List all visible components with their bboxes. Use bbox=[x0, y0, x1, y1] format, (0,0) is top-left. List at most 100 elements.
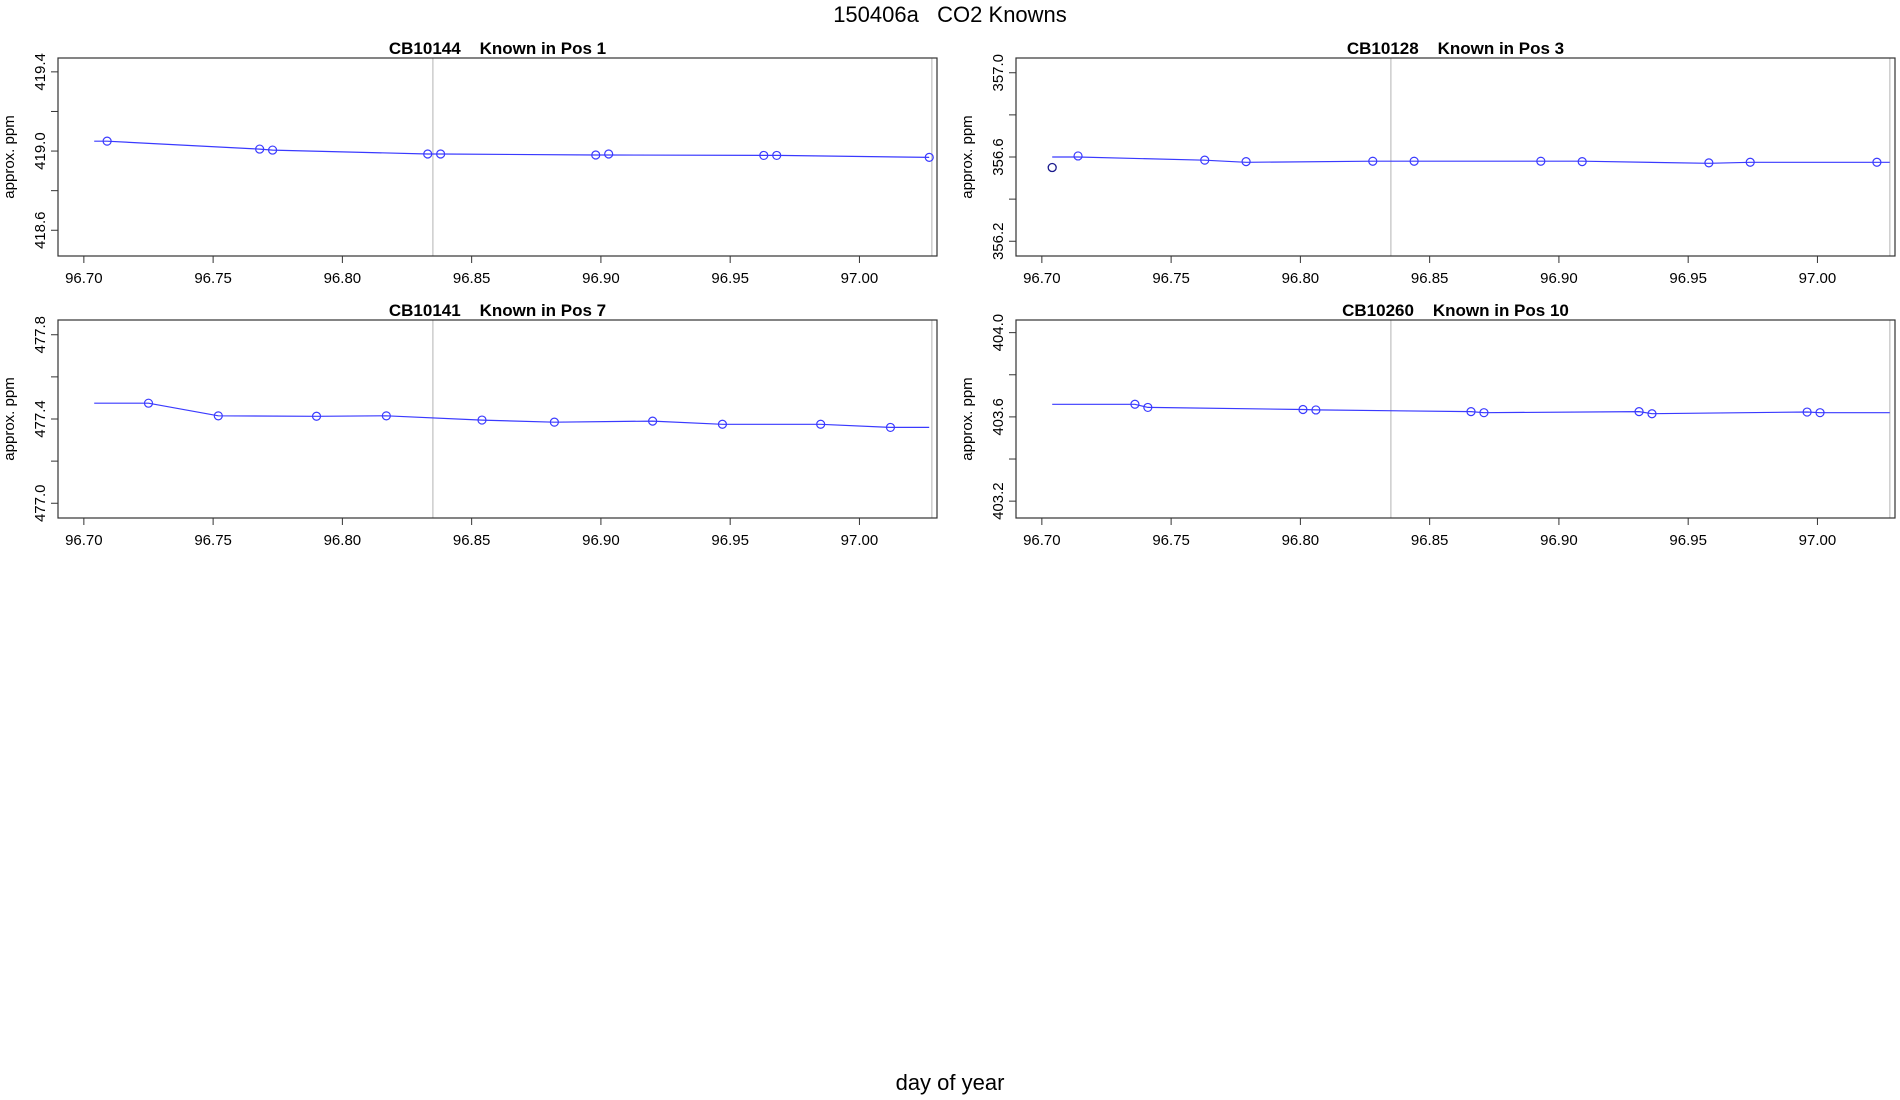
y-tick-label: 418.6 bbox=[32, 211, 49, 249]
panel-1: CB10144 Known in Pos 1 96.70 96.75 96.80 96.… bbox=[1, 39, 938, 287]
x-tick-label: 96.75 bbox=[194, 532, 232, 549]
x-tick-label: 96.95 bbox=[1669, 532, 1707, 549]
data-point bbox=[423, 149, 433, 159]
data-point bbox=[381, 411, 391, 421]
data-point bbox=[1298, 404, 1308, 415]
x-tick-label: 97.00 bbox=[1799, 270, 1837, 287]
x-tick-label: 96.75 bbox=[194, 270, 232, 287]
x-tick-label: 96.80 bbox=[1282, 270, 1320, 287]
panel-title: CB10144 Known in Pos 1 bbox=[389, 39, 606, 58]
y-tick-label: 356.6 bbox=[990, 138, 1007, 176]
x-tick-label: 96.70 bbox=[1023, 270, 1061, 287]
x-tick-label: 96.85 bbox=[1411, 532, 1449, 549]
y-tick-label: 419.0 bbox=[32, 132, 49, 170]
data-point bbox=[924, 152, 934, 162]
y-tick-label: 477.4 bbox=[32, 400, 49, 438]
data-point bbox=[1479, 408, 1489, 418]
x-tick-label: 97.00 bbox=[1799, 532, 1837, 549]
data-point bbox=[1704, 158, 1714, 168]
panel-3: CB10141 Known in Pos 7 96.70 96.75 96.80 96.… bbox=[1, 301, 938, 549]
x-tick-label: 96.95 bbox=[711, 270, 749, 287]
x-tick-label: 96.75 bbox=[1152, 532, 1190, 549]
x-tick-label: 96.95 bbox=[1669, 270, 1707, 287]
data-point bbox=[213, 411, 223, 421]
y-axis-label: approx. ppm bbox=[1, 115, 18, 198]
y-tick-label: 403.6 bbox=[990, 398, 1007, 436]
data-point bbox=[1130, 399, 1140, 409]
data-point bbox=[1200, 155, 1210, 165]
panel-title: CB10260 Known in Pos 10 bbox=[1342, 301, 1569, 320]
panel-title: CB10141 Known in Pos 7 bbox=[389, 301, 606, 320]
data-point bbox=[255, 144, 265, 154]
x-tick-label: 96.90 bbox=[1540, 532, 1578, 549]
panel-title: CB10128 Known in Pos 3 bbox=[1347, 39, 1564, 58]
data-point bbox=[477, 415, 487, 425]
x-tick-label: 96.80 bbox=[324, 270, 362, 287]
plot-frame bbox=[1015, 319, 1896, 519]
x-tick-label: 96.90 bbox=[1540, 270, 1578, 287]
x-tick-label: 96.70 bbox=[65, 532, 103, 549]
x-tick-label: 96.85 bbox=[1411, 270, 1449, 287]
data-point bbox=[1073, 151, 1083, 161]
x-tick-label: 96.95 bbox=[711, 532, 749, 549]
x-tick-label: 96.85 bbox=[453, 270, 491, 287]
data-point bbox=[1745, 157, 1755, 167]
y-tick-label: 357.0 bbox=[990, 54, 1007, 92]
x-tick-label: 96.90 bbox=[582, 532, 620, 549]
data-point bbox=[591, 150, 601, 160]
data-point bbox=[1368, 156, 1378, 166]
y-tick-label: 419.4 bbox=[32, 53, 49, 91]
data-point bbox=[1143, 402, 1153, 413]
figure-title: 150406a CO2 Knowns bbox=[833, 2, 1067, 27]
x-tick-label: 97.00 bbox=[841, 532, 879, 549]
data-point bbox=[549, 417, 559, 427]
data-point bbox=[648, 416, 658, 426]
x-tick-label: 96.70 bbox=[65, 270, 103, 287]
plot-frame bbox=[57, 57, 938, 257]
data-point bbox=[1872, 157, 1882, 167]
series-line bbox=[94, 402, 930, 428]
y-tick-label: 477.0 bbox=[32, 484, 49, 522]
y-tick-label: 477.8 bbox=[32, 316, 49, 354]
x-tick-label: 96.90 bbox=[582, 270, 620, 287]
data-point bbox=[1311, 405, 1321, 415]
series-line bbox=[1052, 403, 1890, 415]
panel-2: CB10128 Known in Pos 3 96.70 96.75 96.80 96.… bbox=[959, 39, 1896, 287]
x-tick-label: 96.80 bbox=[1282, 532, 1320, 549]
x-tick-label: 97.00 bbox=[841, 270, 879, 287]
data-point bbox=[1647, 409, 1657, 419]
y-axis-label: approx. ppm bbox=[959, 377, 976, 460]
x-tick-label: 96.70 bbox=[1023, 532, 1061, 549]
data-point bbox=[1241, 157, 1251, 167]
x-axis-label: day of year bbox=[895, 1070, 1005, 1095]
data-point bbox=[311, 411, 322, 421]
y-axis-label: approx. ppm bbox=[959, 115, 976, 198]
series-line bbox=[94, 140, 930, 158]
y-tick-label: 356.2 bbox=[990, 222, 1007, 260]
y-axis-label: approx. ppm bbox=[1, 377, 18, 460]
data-point bbox=[1815, 408, 1825, 418]
data-point bbox=[1634, 407, 1644, 417]
data-point bbox=[143, 398, 154, 408]
data-point bbox=[772, 150, 782, 161]
y-tick-label: 404.0 bbox=[990, 314, 1007, 352]
data-point bbox=[1802, 407, 1812, 417]
data-point bbox=[1536, 156, 1546, 166]
y-tick-label: 403.2 bbox=[990, 482, 1007, 520]
data-point bbox=[1409, 156, 1419, 166]
x-tick-label: 96.85 bbox=[453, 532, 491, 549]
data-point bbox=[1577, 157, 1587, 167]
data-point bbox=[267, 145, 278, 155]
data-point bbox=[816, 419, 826, 429]
data-point bbox=[436, 149, 446, 159]
data-point bbox=[604, 149, 614, 159]
data-point bbox=[759, 150, 769, 161]
plot-frame bbox=[1015, 57, 1896, 257]
data-point bbox=[885, 422, 896, 433]
x-tick-label: 96.80 bbox=[324, 532, 362, 549]
data-point bbox=[717, 419, 728, 429]
series-line bbox=[1052, 156, 1890, 164]
outlier-point bbox=[1047, 162, 1057, 173]
